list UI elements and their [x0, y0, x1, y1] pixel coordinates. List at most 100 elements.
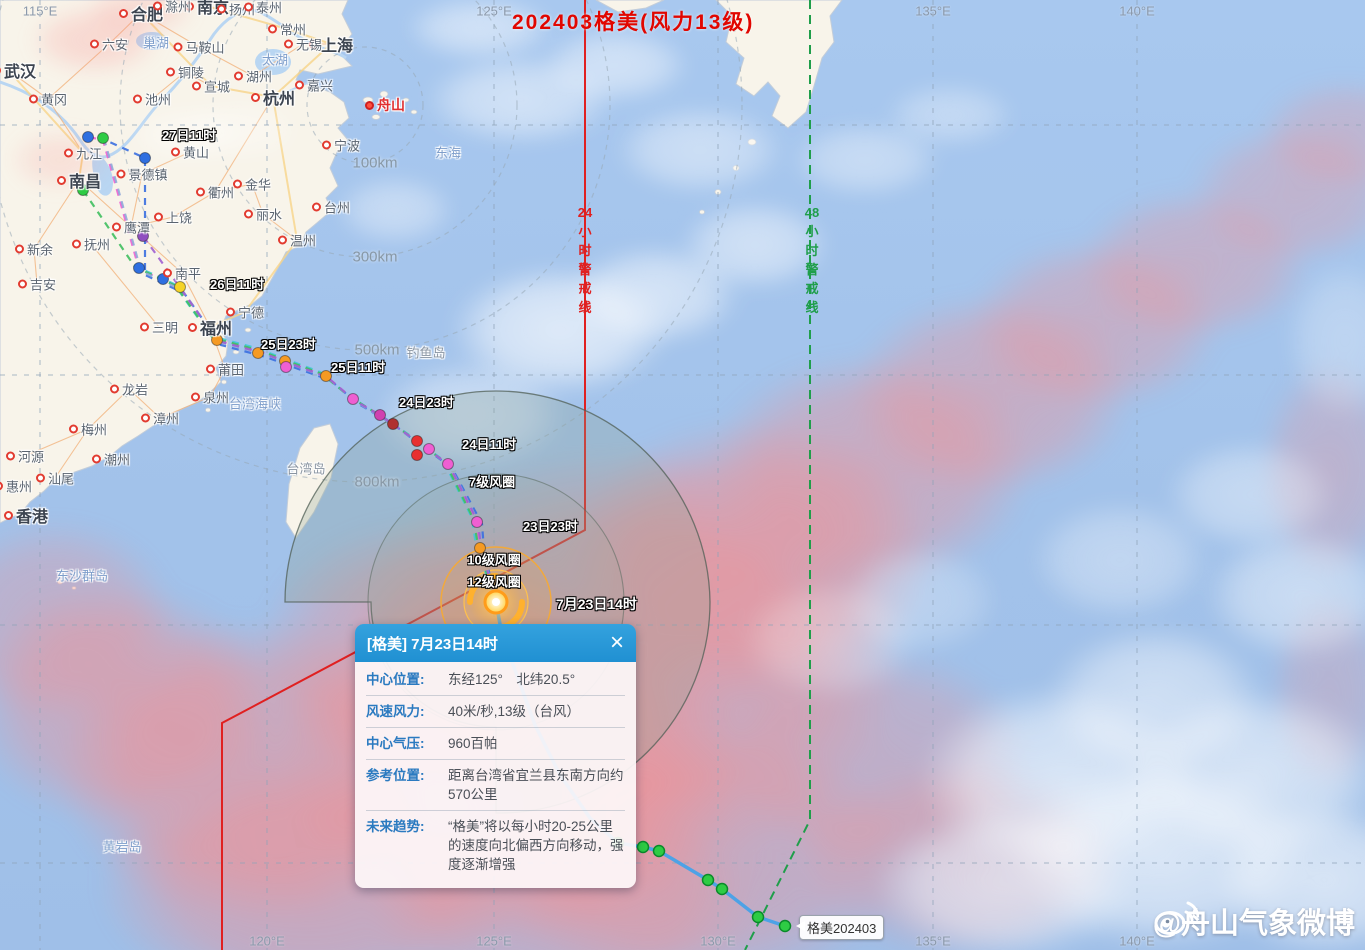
- city-label: 泉州: [190, 388, 229, 407]
- city-label: 潮州: [91, 450, 130, 469]
- city-marker-icon: [109, 384, 119, 394]
- forecast-point[interactable]: [471, 516, 483, 528]
- city-label: 东海: [434, 145, 462, 161]
- city-marker-icon: [153, 212, 163, 222]
- history-point[interactable]: [751, 910, 765, 924]
- city-marker-icon: [243, 209, 253, 219]
- popup-row-label: 中心气压:: [366, 736, 425, 751]
- forecast-point[interactable]: [211, 334, 223, 346]
- city-label: 漳州: [140, 409, 179, 428]
- city-marker-icon: [116, 169, 126, 179]
- city-marker-icon: [68, 424, 78, 434]
- city-label: 常州: [267, 20, 306, 39]
- history-point[interactable]: [636, 840, 650, 854]
- forecast-point[interactable]: [474, 542, 486, 554]
- forecast-point[interactable]: [387, 418, 399, 430]
- city-marker-icon: [216, 4, 226, 14]
- wind-circle-label: 7级风圈: [468, 474, 516, 490]
- city-label: 合肥: [118, 1, 163, 25]
- city-label: 宁波: [321, 136, 360, 155]
- forecast-point[interactable]: [82, 131, 94, 143]
- cloud-blob: [1045, 625, 1265, 775]
- city-marker-icon: [283, 39, 293, 49]
- cloud-blob: [405, 0, 555, 60]
- track-time-label: 27日11时: [162, 128, 217, 143]
- popup-row-value: 东经125° 北纬20.5°: [448, 672, 576, 687]
- city-marker-icon: [162, 268, 172, 278]
- forecast-point[interactable]: [280, 361, 292, 373]
- city-label: 台湾海峡: [228, 396, 282, 412]
- close-icon[interactable]: ×: [609, 629, 624, 656]
- city-marker-icon: [139, 322, 149, 332]
- cloud-blob: [180, 100, 300, 160]
- forecast-point[interactable]: [97, 132, 109, 144]
- city-marker-icon: [140, 413, 150, 423]
- axis-label: 120°E: [249, 933, 285, 949]
- popup-row: 中心气压: 960百帕: [366, 728, 625, 760]
- city-label: 金华: [232, 175, 271, 194]
- city-marker-icon: [14, 244, 24, 254]
- city-marker-icon: [321, 140, 331, 150]
- popup-row-label: 风速风力:: [366, 704, 425, 719]
- forecast-point[interactable]: [77, 184, 89, 196]
- forecast-point[interactable]: [320, 370, 332, 382]
- forecast-point[interactable]: [411, 449, 423, 461]
- forecast-point[interactable]: [411, 435, 423, 447]
- city-label: 福州: [187, 315, 232, 339]
- warning-line-48h: [744, 0, 811, 950]
- forecast-point[interactable]: [374, 409, 386, 421]
- history-point[interactable]: [715, 882, 729, 896]
- forecast-point[interactable]: [174, 281, 186, 293]
- city-label: 湖州: [233, 67, 272, 86]
- wind-circle-label: 12级风圈: [467, 574, 521, 590]
- city-label: 滁州: [152, 0, 191, 16]
- city-marker-icon: [111, 222, 121, 232]
- city-label: 莆田: [205, 360, 244, 379]
- typhoon-info-popup: [格美] 7月23日14时 × 中心位置: 东经125° 北纬20.5° 风速风力:…: [355, 624, 636, 888]
- city-label: 丽水: [243, 205, 282, 224]
- city-marker-icon: [308, 39, 318, 49]
- forecast-point[interactable]: [423, 443, 435, 455]
- city-label: 抚州: [71, 235, 110, 254]
- cloud-blob: [1165, 440, 1335, 550]
- history-point[interactable]: [701, 873, 715, 887]
- forecast-point[interactable]: [252, 347, 264, 359]
- cloud-blob: [710, 355, 1030, 585]
- page-title: 202403格美(风力13级): [512, 11, 755, 34]
- city-marker-icon: [365, 100, 374, 110]
- typhoon-name-callout[interactable]: 格美202403: [795, 915, 885, 940]
- city-marker-icon: [277, 235, 287, 245]
- city-label: 宁德: [225, 303, 264, 322]
- city-label: 台州: [311, 198, 350, 217]
- distance-ring-label: 300km: [352, 248, 398, 266]
- city-label: 龙岩: [109, 380, 148, 399]
- city-label: 宣城: [191, 77, 230, 96]
- forecast-point[interactable]: [137, 230, 149, 242]
- city-marker-icon: [89, 39, 99, 49]
- axis-label: 125°E: [476, 3, 512, 19]
- city-label: 南平: [162, 264, 201, 283]
- popup-row: 参考位置: 距离台湾省宜兰县东南方向约570公里: [366, 760, 625, 811]
- city-label: 黄岩岛: [102, 839, 142, 855]
- distance-ring-label: 800km: [354, 473, 400, 491]
- track-time-label: 25日23时: [261, 337, 316, 352]
- forecast-point[interactable]: [347, 393, 359, 405]
- city-label: 九江: [63, 144, 102, 163]
- axis-label: 135°E: [915, 3, 951, 19]
- city-label: 香港: [3, 503, 48, 527]
- city-label: 黄山: [170, 143, 209, 162]
- forecast-point[interactable]: [442, 458, 454, 470]
- popup-body: 中心位置: 东经125° 北纬20.5° 风速风力: 40米/秒,13级（台风） 中心气…: [355, 662, 636, 888]
- forecast-point[interactable]: [139, 152, 151, 164]
- city-label: 巢湖: [142, 35, 170, 51]
- popup-row-value: 距离台湾省宜兰县东南方向约570公里: [448, 768, 624, 802]
- city-marker-icon: [250, 92, 260, 102]
- distance-rings: [0, 0, 743, 483]
- popup-row-label: 参考位置:: [366, 768, 425, 783]
- city-label: 泰州: [243, 0, 282, 17]
- history-point[interactable]: [778, 919, 792, 933]
- forecast-point[interactable]: [133, 262, 145, 274]
- history-point[interactable]: [652, 844, 666, 858]
- city-marker-icon: [3, 510, 13, 520]
